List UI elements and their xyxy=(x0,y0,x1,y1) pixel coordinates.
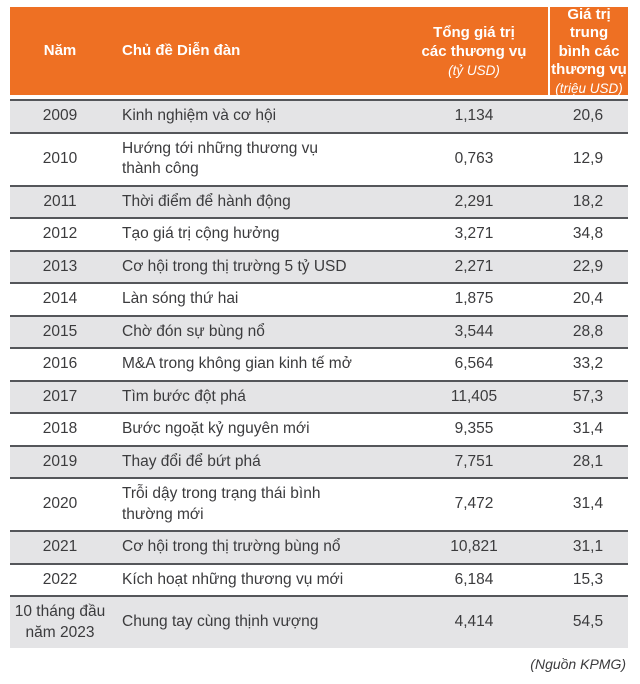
cell-theme: Tìm bước đột phá xyxy=(122,387,246,405)
table-row: 2009 Kinh nghiệm và cơ hội 1,134 20,6 xyxy=(10,99,628,132)
cell-theme: Làn sóng thứ hai xyxy=(122,290,239,307)
table-row: 2015 Chờ đón sự bùng nổ 3,544 28,8 xyxy=(10,314,628,347)
cell-average-value: 31,4 xyxy=(572,420,604,437)
header-average-value-unit: (triệu USD) xyxy=(555,81,623,97)
source-note: (Nguồn KPMG) xyxy=(530,656,626,672)
cell-year: 2017 xyxy=(42,387,78,405)
cell-year: 2010 xyxy=(42,149,78,167)
table-body: 2009 Kinh nghiệm và cơ hội 1,134 20,6 20… xyxy=(10,99,628,648)
cell-theme: Thay đổi để bứt phá xyxy=(122,452,261,470)
cell-year: 2015 xyxy=(42,322,78,340)
cell-year: 2013 xyxy=(42,257,78,275)
cell-average-value: 22,9 xyxy=(572,257,604,275)
cell-theme: Kích hoạt những thương vụ mới xyxy=(122,570,344,588)
table-row: 2013 Cơ hội trong thị trường 5 tỷ USD 2,… xyxy=(10,249,628,282)
cell-total-value: 3,544 xyxy=(454,322,494,340)
cell-average-value: 20,4 xyxy=(572,290,604,307)
ma-forum-table: Năm Chủ đề Diễn đàn Tổng giá trị các thư… xyxy=(10,5,628,648)
cell-total-value: 6,184 xyxy=(454,570,494,588)
cell-theme: Chung tay cùng thịnh vượng xyxy=(122,613,319,631)
header-average-value: Giá trị trung bình các thương vụ (triệu … xyxy=(548,5,628,97)
cell-year: 2020 xyxy=(42,495,78,513)
cell-total-value: 6,564 xyxy=(454,355,494,372)
cell-year: 2019 xyxy=(42,452,78,470)
table-row: 2022 Kích hoạt những thương vụ mới 6,184… xyxy=(10,562,628,595)
table-row: 2011 Thời điểm để hành động 2,291 18,2 xyxy=(10,184,628,217)
header-average-value-label: Giá trị trung bình các thương vụ xyxy=(551,5,627,78)
cell-average-value: 33,2 xyxy=(572,355,604,372)
cell-year: 2012 xyxy=(42,225,78,242)
cell-total-value: 2,271 xyxy=(454,257,494,275)
cell-total-value: 9,355 xyxy=(454,420,494,437)
cell-total-value: 4,414 xyxy=(454,613,494,631)
cell-average-value: 28,8 xyxy=(572,322,604,340)
cell-theme: M&A trong không gian kinh tế mở xyxy=(122,355,352,372)
cell-average-value: 12,9 xyxy=(572,149,604,167)
table-row: 2019 Thay đổi để bứt phá 7,751 28,1 xyxy=(10,444,628,477)
table-row: 2018 Bước ngoặt kỷ nguyên mới 9,355 31,4 xyxy=(10,412,628,445)
cell-average-value: 20,6 xyxy=(572,107,604,124)
cell-total-value: 2,291 xyxy=(454,192,494,210)
cell-year: 2011 xyxy=(43,192,77,210)
cell-theme: Trỗi dậy trong trạng thái bình thường mớ… xyxy=(122,485,321,523)
cell-theme: Cơ hội trong thị trường bùng nổ xyxy=(122,538,341,555)
cell-year: 2014 xyxy=(42,290,78,307)
cell-theme: Kinh nghiệm và cơ hội xyxy=(122,107,277,124)
cell-total-value: 7,472 xyxy=(454,495,494,513)
header-year: Năm xyxy=(10,7,110,95)
table-row: 2014 Làn sóng thứ hai 1,875 20,4 xyxy=(10,282,628,315)
cell-year: 2021 xyxy=(42,538,78,555)
cell-theme: Tạo giá trị cộng hưởng xyxy=(122,225,280,242)
cell-average-value: 31,1 xyxy=(572,538,604,555)
cell-average-value: 15,3 xyxy=(572,570,604,588)
table-row: 2010 Hướng tới những thương vụ thành côn… xyxy=(10,131,628,185)
table-row: 2020 Trỗi dậy trong trạng thái bình thườ… xyxy=(10,477,628,530)
cell-total-value: 11,405 xyxy=(450,387,498,405)
cell-year: 10 tháng đầu năm 2023 xyxy=(14,603,106,641)
cell-theme: Cơ hội trong thị trường 5 tỷ USD xyxy=(122,257,347,275)
cell-total-value: 1,134 xyxy=(454,107,494,124)
header-theme-label: Chủ đề Diễn đàn xyxy=(122,41,241,59)
table-row: 2017 Tìm bước đột phá 11,405 57,3 xyxy=(10,379,628,412)
header-total-value-unit: (tỷ USD) xyxy=(448,62,500,78)
cell-average-value: 34,8 xyxy=(572,225,604,242)
cell-year: 2018 xyxy=(42,420,78,437)
cell-average-value: 31,4 xyxy=(572,495,604,513)
table-row: 2016 M&A trong không gian kinh tế mở 6,5… xyxy=(10,347,628,380)
table-row: 10 tháng đầu năm 2023 Chung tay cùng thị… xyxy=(10,595,628,648)
cell-total-value: 3,271 xyxy=(454,225,494,242)
cell-year: 2022 xyxy=(42,570,78,588)
header-theme: Chủ đề Diễn đàn xyxy=(110,7,400,95)
table-row: 2012 Tạo giá trị cộng hưởng 3,271 34,8 xyxy=(10,217,628,250)
cell-year: 2009 xyxy=(42,107,78,124)
table-header: Năm Chủ đề Diễn đàn Tổng giá trị các thư… xyxy=(10,5,628,97)
cell-theme: Chờ đón sự bùng nổ xyxy=(122,322,265,340)
cell-total-value: 0,763 xyxy=(454,149,494,167)
cell-average-value: 54,5 xyxy=(572,613,604,631)
header-total-value: Tổng giá trị các thương vụ (tỷ USD) xyxy=(400,7,548,95)
header-year-label: Năm xyxy=(43,41,77,59)
cell-average-value: 18,2 xyxy=(572,192,604,210)
cell-total-value: 1,875 xyxy=(454,290,494,307)
cell-theme: Hướng tới những thương vụ thành công xyxy=(122,139,319,178)
cell-total-value: 10,821 xyxy=(450,538,498,555)
cell-total-value: 7,751 xyxy=(454,452,494,470)
cell-theme: Thời điểm để hành động xyxy=(122,192,291,210)
header-total-value-label: Tổng giá trị các thương vụ xyxy=(421,24,527,60)
cell-average-value: 57,3 xyxy=(572,387,604,405)
cell-theme: Bước ngoặt kỷ nguyên mới xyxy=(122,420,310,437)
table-row: 2021 Cơ hội trong thị trường bùng nổ 10,… xyxy=(10,530,628,563)
cell-year: 2016 xyxy=(42,355,78,372)
cell-average-value: 28,1 xyxy=(572,452,604,470)
